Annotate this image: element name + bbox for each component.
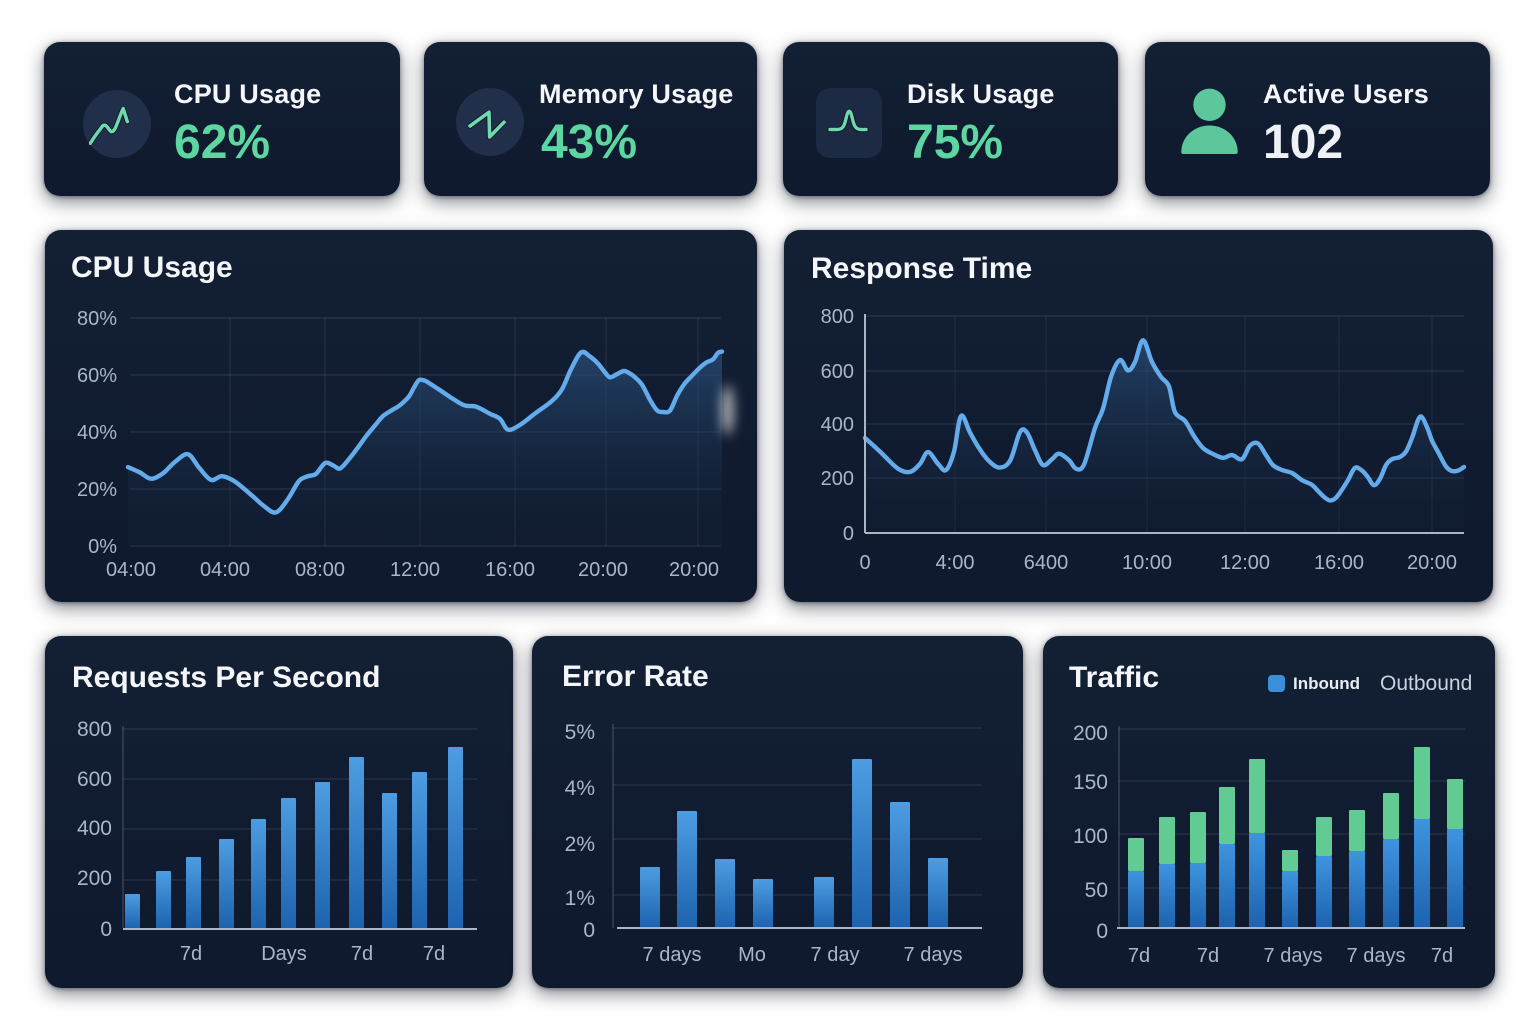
svg-text:0: 0	[859, 552, 870, 574]
svg-text:5%: 5%	[565, 721, 595, 744]
svg-text:08:00: 08:00	[295, 559, 345, 581]
svg-text:4%: 4%	[565, 777, 595, 800]
svg-text:04:00: 04:00	[106, 559, 156, 581]
svg-text:Days: Days	[261, 943, 307, 965]
svg-text:Mo: Mo	[738, 944, 766, 966]
svg-text:Inbound: Inbound	[1293, 674, 1360, 693]
svg-text:7d: 7d	[180, 943, 202, 965]
svg-text:2%: 2%	[565, 833, 595, 856]
svg-text:7 days: 7 days	[1347, 945, 1406, 967]
svg-text:400: 400	[77, 817, 112, 840]
svg-text:16:00: 16:00	[1314, 552, 1364, 574]
svg-text:12:00: 12:00	[1220, 552, 1270, 574]
svg-text:0: 0	[1096, 920, 1108, 943]
svg-text:Outbound: Outbound	[1380, 672, 1472, 695]
svg-text:10:00: 10:00	[1122, 552, 1172, 574]
svg-text:200: 200	[1073, 722, 1108, 745]
svg-text:200: 200	[821, 468, 854, 490]
svg-text:7 days: 7 days	[904, 944, 963, 966]
svg-text:7d: 7d	[1431, 945, 1453, 967]
svg-text:800: 800	[77, 718, 112, 741]
svg-text:4:00: 4:00	[936, 552, 975, 574]
svg-text:6400: 6400	[1024, 552, 1069, 574]
svg-text:50: 50	[1085, 879, 1108, 902]
svg-text:7 days: 7 days	[1264, 945, 1323, 967]
svg-text:80%: 80%	[77, 308, 117, 330]
svg-text:600: 600	[821, 361, 854, 383]
svg-text:7d: 7d	[1197, 945, 1219, 967]
svg-text:0: 0	[583, 919, 595, 942]
svg-text:20%: 20%	[77, 479, 117, 501]
svg-text:12:00: 12:00	[390, 559, 440, 581]
svg-text:7d: 7d	[351, 943, 373, 965]
svg-text:20:00: 20:00	[669, 559, 719, 581]
svg-text:7 day: 7 day	[811, 944, 860, 966]
svg-text:1%: 1%	[565, 887, 595, 910]
svg-text:800: 800	[821, 306, 854, 328]
svg-text:0: 0	[100, 918, 112, 941]
svg-text:150: 150	[1073, 771, 1108, 794]
svg-text:20:00: 20:00	[1407, 552, 1457, 574]
svg-text:60%: 60%	[77, 365, 117, 387]
svg-text:7d: 7d	[423, 943, 445, 965]
svg-text:200: 200	[77, 867, 112, 890]
svg-text:100: 100	[1073, 825, 1108, 848]
svg-text:20:00: 20:00	[578, 559, 628, 581]
svg-text:16:00: 16:00	[485, 559, 535, 581]
svg-text:400: 400	[821, 414, 854, 436]
svg-text:600: 600	[77, 768, 112, 791]
svg-text:7 days: 7 days	[643, 944, 702, 966]
svg-text:7d: 7d	[1128, 945, 1150, 967]
svg-text:0: 0	[843, 523, 854, 545]
svg-text:0%: 0%	[88, 536, 117, 558]
svg-text:40%: 40%	[77, 422, 117, 444]
svg-text:04:00: 04:00	[200, 559, 250, 581]
